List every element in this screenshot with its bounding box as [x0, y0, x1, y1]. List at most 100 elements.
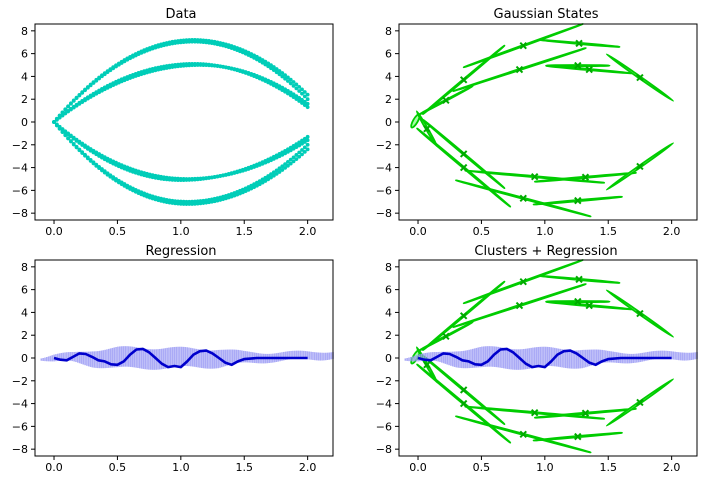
data-point: [125, 57, 130, 62]
data-point: [71, 98, 76, 103]
panel-gaussian-states: Gaussian States 0.0 0.5 1.0 1.5 2.0 −8 −6 −4 −2 0…: [376, 7, 698, 238]
data-point: [181, 177, 186, 181]
data-point: [294, 86, 299, 91]
data-point: [260, 60, 265, 65]
data-point: [88, 83, 93, 88]
data-point: [83, 143, 87, 148]
state-mean-marker: [423, 125, 431, 133]
data-point: [201, 176, 206, 181]
data-point: [181, 63, 186, 68]
data-point: [170, 41, 175, 46]
data-plot-area: [52, 38, 310, 206]
data-point: [274, 171, 279, 176]
y-tick-label: 0: [21, 116, 28, 129]
data-point: [297, 96, 302, 100]
state-mean-marker: [636, 309, 644, 318]
data-point: [69, 133, 73, 138]
data-point: [111, 159, 116, 164]
x-tick-label: 1.0: [172, 461, 190, 474]
state-mean-marker: [636, 398, 644, 407]
data-point: [277, 166, 282, 171]
data-point: [300, 97, 304, 102]
panel-title-data: Data: [165, 7, 196, 22]
state-mean-marker: [585, 65, 593, 74]
x-tick-label: 1.5: [599, 225, 617, 238]
data-point: [94, 91, 99, 96]
data-point: [100, 153, 104, 158]
state-mean-marker: [459, 386, 468, 394]
data-point: [195, 63, 200, 67]
data-point: [164, 66, 169, 70]
data-point: [288, 148, 293, 153]
data-point: [190, 177, 195, 181]
state-mean-marker: [575, 39, 583, 48]
data-point: [63, 107, 68, 112]
data-point: [294, 82, 299, 87]
state-mean-marker: [575, 275, 583, 284]
state-mean-marker: [530, 172, 539, 181]
data-point: [100, 74, 104, 79]
data-point: [277, 84, 282, 89]
data-point: [83, 98, 87, 103]
data-point: [66, 131, 71, 136]
data-point: [91, 81, 96, 85]
data-point: [187, 63, 192, 68]
data-point: [207, 197, 211, 202]
data-point: [178, 176, 183, 181]
data-point: [277, 154, 282, 159]
data-point: [212, 63, 217, 68]
x-tick-label: 0.5: [109, 225, 127, 238]
y-tick-label: 4: [21, 70, 28, 83]
data-point: [162, 197, 166, 202]
data-point: [297, 84, 302, 89]
y-tick-label: −6: [12, 420, 28, 433]
y-tick-label: −6: [376, 420, 392, 433]
data-point: [170, 176, 175, 181]
y-tick-label: 2: [21, 93, 28, 106]
panel-title-clusters-regression: Clusters + Regression: [474, 244, 617, 259]
data-point: [102, 155, 107, 160]
data-point: [88, 95, 93, 99]
data-point: [198, 199, 203, 203]
data-point: [302, 103, 307, 107]
data-point: [269, 66, 273, 71]
y-tick-label: −6: [12, 184, 28, 197]
data-point: [187, 199, 192, 204]
data-point: [190, 199, 195, 204]
data-point: [128, 56, 133, 61]
y-tick-label: −4: [12, 162, 28, 175]
data-point: [260, 180, 265, 185]
y-tick-label: 2: [385, 329, 392, 342]
y-tick-label: −2: [376, 375, 392, 388]
data-point: [204, 40, 209, 45]
y-tick-label: 0: [21, 352, 28, 365]
data-point: [128, 185, 133, 190]
data-point: [187, 177, 192, 181]
data-point: [269, 175, 273, 180]
data-point: [280, 152, 285, 157]
data-point: [302, 140, 307, 144]
data-point: [207, 40, 211, 45]
data-point: [74, 137, 79, 142]
data-point: [288, 161, 293, 166]
data-point: [288, 90, 293, 95]
data-point: [266, 174, 271, 178]
data-point: [91, 93, 96, 98]
data-point: [305, 138, 310, 143]
state-mean-marker: [519, 277, 527, 286]
y-tick-label: 8: [21, 261, 28, 274]
data-point: [286, 149, 290, 154]
data-point: [305, 97, 310, 102]
data-point: [201, 63, 206, 67]
data-point: [283, 76, 287, 81]
data-point: [195, 39, 200, 44]
data-point: [74, 96, 79, 101]
data-point: [201, 198, 206, 203]
data-point: [249, 186, 254, 191]
data-point: [271, 173, 276, 178]
data-point: [102, 72, 107, 77]
data-point: [193, 63, 197, 67]
y-tick-label: −2: [12, 139, 28, 152]
data-point: [83, 152, 87, 157]
state-mean-marker: [515, 301, 524, 310]
